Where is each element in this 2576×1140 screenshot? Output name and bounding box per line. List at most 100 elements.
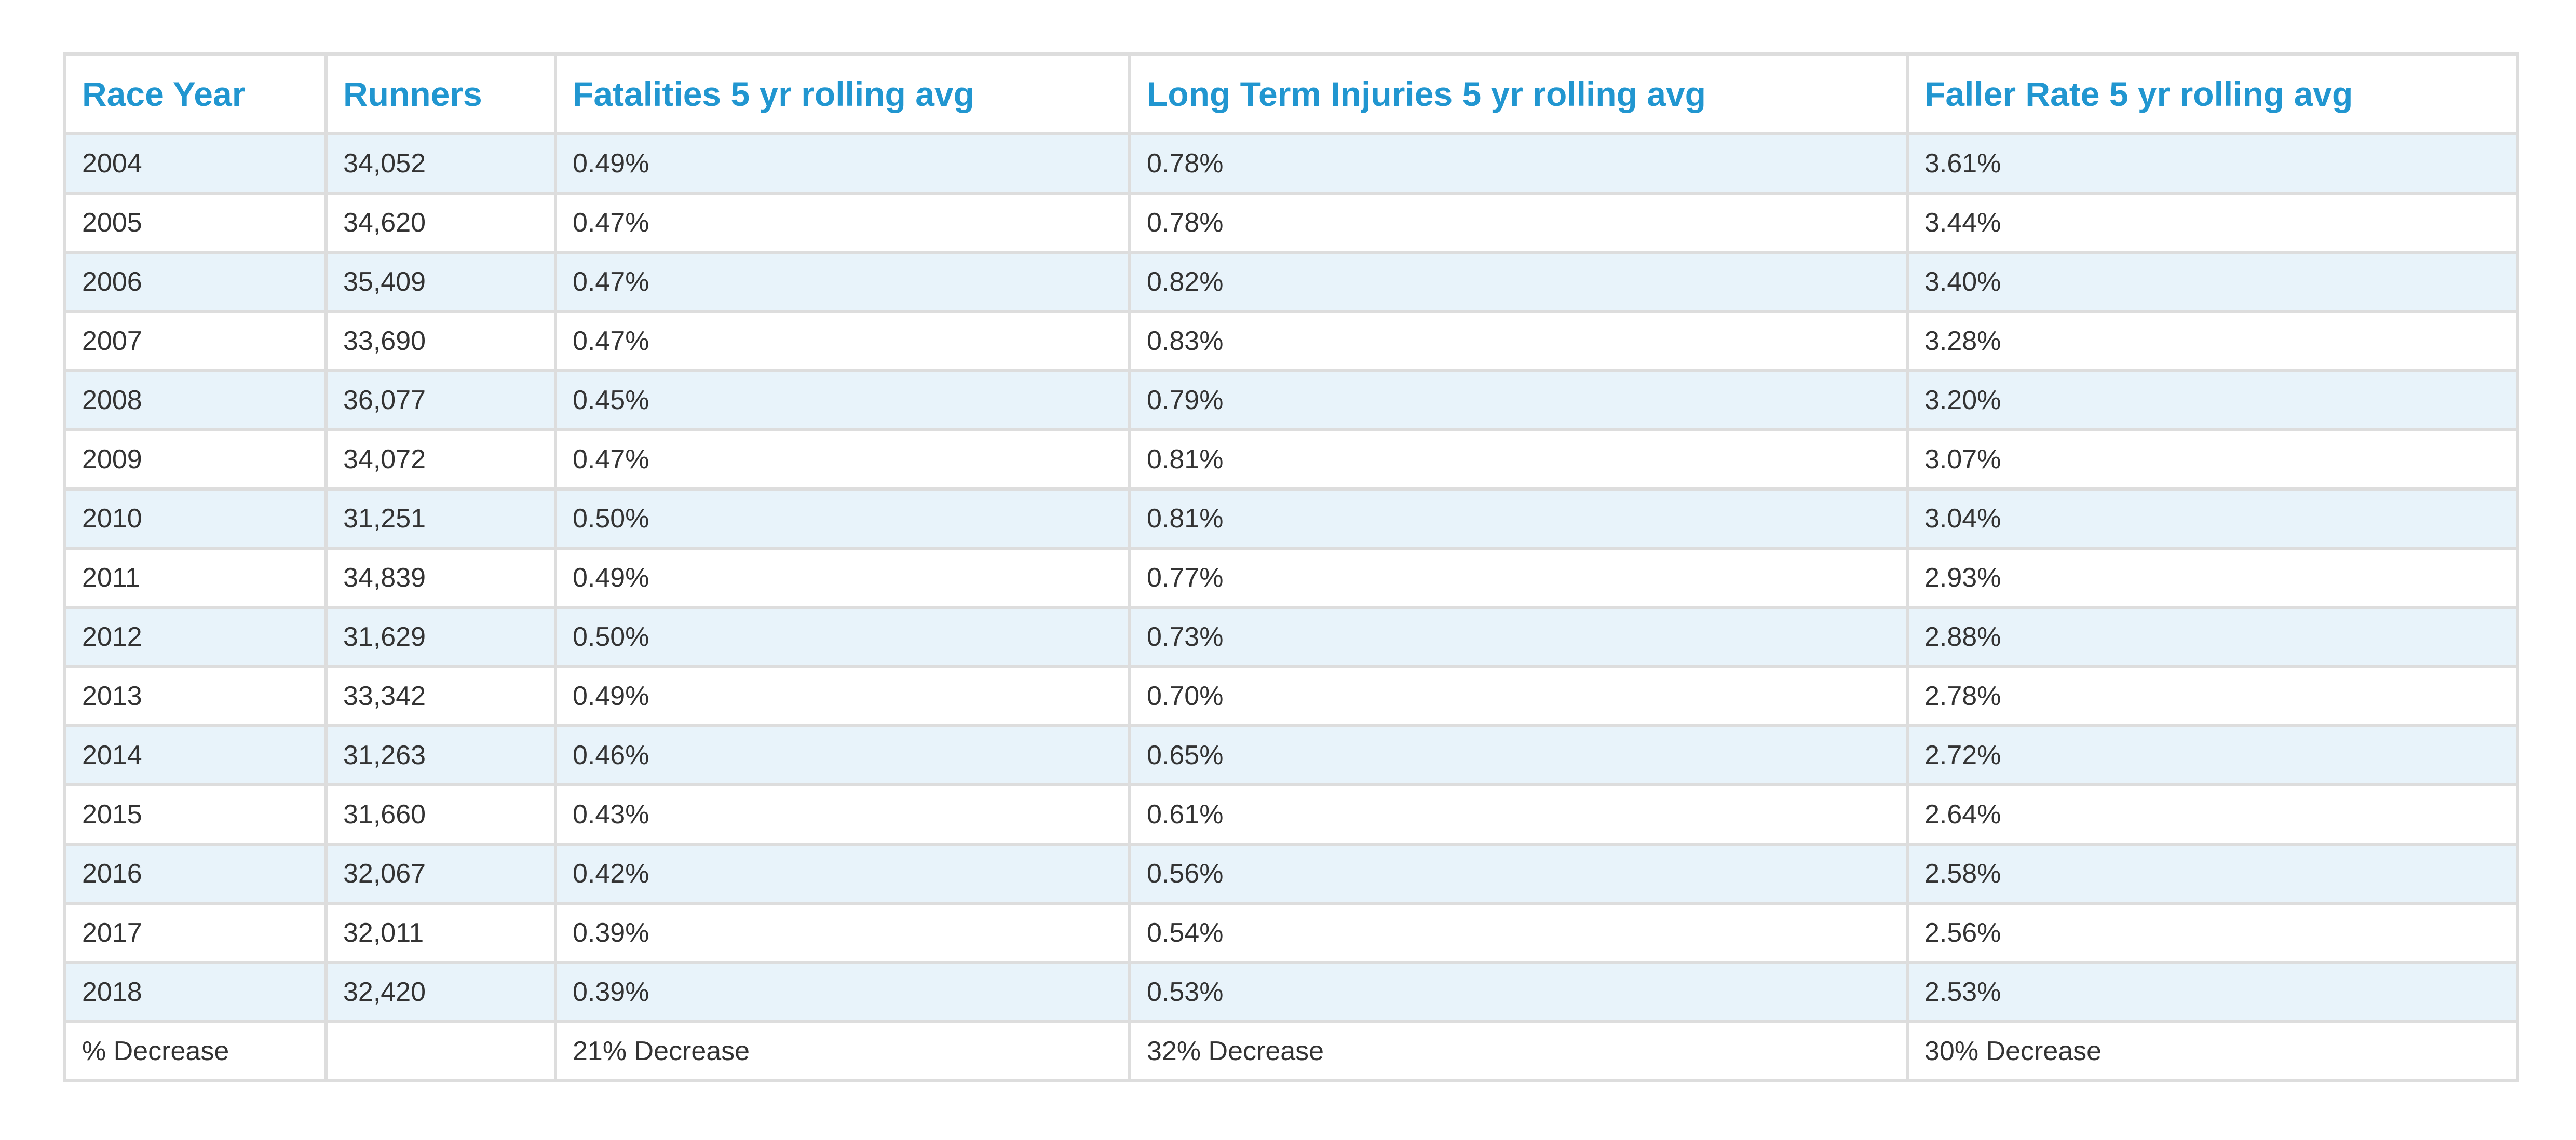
cell-fatalities: 0.47% [554, 428, 1131, 491]
cell-fatalities: 0.42% [554, 843, 1131, 905]
table-row: 2013 33,342 0.49% 0.70% 2.78% [63, 665, 2519, 727]
cell-runners: 32,067 [324, 843, 557, 905]
cell-runners: 35,409 [324, 251, 557, 313]
cell-long-term-injuries: 0.53% [1128, 961, 1909, 1023]
cell-fatalities: 0.49% [554, 547, 1131, 609]
cell-runners: 33,342 [324, 665, 557, 727]
race-statistics-table: Race Year Runners Fatalities 5 yr rollin… [63, 52, 2519, 1082]
table-row: 2018 32,420 0.39% 0.53% 2.53% [63, 961, 2519, 1023]
cell-runners: 33,690 [324, 310, 557, 372]
header-fatalities: Fatalities 5 yr rolling avg [554, 52, 1131, 135]
cell-race-year: 2015 [63, 783, 328, 846]
cell-fatalities: 0.47% [554, 192, 1131, 254]
cell-faller-rate: 3.61% [1906, 132, 2519, 195]
table-row: 2006 35,409 0.47% 0.82% 3.40% [63, 251, 2519, 313]
summary-cell-faller-rate: 30% Decrease [1906, 1020, 2519, 1082]
cell-faller-rate: 2.78% [1906, 665, 2519, 727]
cell-fatalities: 0.46% [554, 724, 1131, 786]
table-row: 2014 31,263 0.46% 0.65% 2.72% [63, 724, 2519, 786]
cell-runners: 31,660 [324, 783, 557, 846]
data-table-container: Race Year Runners Fatalities 5 yr rollin… [63, 52, 2519, 1082]
cell-long-term-injuries: 0.70% [1128, 665, 1909, 727]
cell-fatalities: 0.39% [554, 902, 1131, 964]
cell-race-year: 2014 [63, 724, 328, 786]
table-row: 2010 31,251 0.50% 0.81% 3.04% [63, 487, 2519, 550]
cell-long-term-injuries: 0.65% [1128, 724, 1909, 786]
cell-long-term-injuries: 0.56% [1128, 843, 1909, 905]
summary-cell-long-term-injuries: 32% Decrease [1128, 1020, 1909, 1082]
cell-fatalities: 0.47% [554, 310, 1131, 372]
cell-fatalities: 0.49% [554, 665, 1131, 727]
cell-race-year: 2016 [63, 843, 328, 905]
summary-cell-fatalities: 21% Decrease [554, 1020, 1131, 1082]
cell-fatalities: 0.50% [554, 606, 1131, 668]
cell-race-year: 2012 [63, 606, 328, 668]
cell-runners: 31,251 [324, 487, 557, 550]
cell-long-term-injuries: 0.73% [1128, 606, 1909, 668]
cell-runners: 36,077 [324, 369, 557, 431]
cell-faller-rate: 2.72% [1906, 724, 2519, 786]
cell-faller-rate: 2.56% [1906, 902, 2519, 964]
table-row: 2005 34,620 0.47% 0.78% 3.44% [63, 192, 2519, 254]
cell-race-year: 2018 [63, 961, 328, 1023]
cell-faller-rate: 2.53% [1906, 961, 2519, 1023]
cell-long-term-injuries: 0.82% [1128, 251, 1909, 313]
cell-runners: 32,011 [324, 902, 557, 964]
cell-race-year: 2010 [63, 487, 328, 550]
cell-race-year: 2009 [63, 428, 328, 491]
header-faller-rate: Faller Rate 5 yr rolling avg [1906, 52, 2519, 135]
table-header-row: Race Year Runners Fatalities 5 yr rollin… [63, 52, 2519, 135]
cell-race-year: 2007 [63, 310, 328, 372]
cell-race-year: 2008 [63, 369, 328, 431]
header-race-year: Race Year [63, 52, 328, 135]
summary-cell-race-year: % Decrease [63, 1020, 328, 1082]
cell-runners: 34,072 [324, 428, 557, 491]
table-row: 2007 33,690 0.47% 0.83% 3.28% [63, 310, 2519, 372]
cell-race-year: 2017 [63, 902, 328, 964]
cell-faller-rate: 3.07% [1906, 428, 2519, 491]
cell-runners: 32,420 [324, 961, 557, 1023]
cell-runners: 34,620 [324, 192, 557, 254]
cell-long-term-injuries: 0.78% [1128, 132, 1909, 195]
cell-race-year: 2011 [63, 547, 328, 609]
cell-fatalities: 0.39% [554, 961, 1131, 1023]
table-row: 2015 31,660 0.43% 0.61% 2.64% [63, 783, 2519, 846]
cell-fatalities: 0.45% [554, 369, 1131, 431]
cell-race-year: 2013 [63, 665, 328, 727]
cell-long-term-injuries: 0.77% [1128, 547, 1909, 609]
cell-fatalities: 0.50% [554, 487, 1131, 550]
table-body: 2004 34,052 0.49% 0.78% 3.61% 2005 34,620 0.47%… [63, 132, 2519, 1082]
header-runners: Runners [324, 52, 557, 135]
cell-long-term-injuries: 0.83% [1128, 310, 1909, 372]
cell-fatalities: 0.47% [554, 251, 1131, 313]
cell-faller-rate: 2.93% [1906, 547, 2519, 609]
cell-faller-rate: 3.28% [1906, 310, 2519, 372]
header-long-term-injuries: Long Term Injuries 5 yr rolling avg [1128, 52, 1909, 135]
table-row: 2012 31,629 0.50% 0.73% 2.88% [63, 606, 2519, 668]
summary-row: % Decrease 21% Decrease 32% Decrease 30% De… [63, 1020, 2519, 1082]
cell-faller-rate: 3.04% [1906, 487, 2519, 550]
cell-runners: 34,052 [324, 132, 557, 195]
cell-race-year: 2004 [63, 132, 328, 195]
cell-long-term-injuries: 0.61% [1128, 783, 1909, 846]
cell-runners: 31,263 [324, 724, 557, 786]
cell-runners: 34,839 [324, 547, 557, 609]
cell-faller-rate: 3.44% [1906, 192, 2519, 254]
table-row: 2004 34,052 0.49% 0.78% 3.61% [63, 132, 2519, 195]
cell-long-term-injuries: 0.81% [1128, 428, 1909, 491]
cell-race-year: 2006 [63, 251, 328, 313]
cell-faller-rate: 2.88% [1906, 606, 2519, 668]
summary-cell-runners [324, 1020, 557, 1082]
cell-faller-rate: 2.64% [1906, 783, 2519, 846]
table-row: 2008 36,077 0.45% 0.79% 3.20% [63, 369, 2519, 431]
table-row: 2011 34,839 0.49% 0.77% 2.93% [63, 547, 2519, 609]
cell-runners: 31,629 [324, 606, 557, 668]
cell-long-term-injuries: 0.54% [1128, 902, 1909, 964]
cell-faller-rate: 3.20% [1906, 369, 2519, 431]
table-row: 2017 32,011 0.39% 0.54% 2.56% [63, 902, 2519, 964]
cell-long-term-injuries: 0.79% [1128, 369, 1909, 431]
cell-faller-rate: 2.58% [1906, 843, 2519, 905]
cell-faller-rate: 3.40% [1906, 251, 2519, 313]
cell-fatalities: 0.49% [554, 132, 1131, 195]
cell-long-term-injuries: 0.78% [1128, 192, 1909, 254]
